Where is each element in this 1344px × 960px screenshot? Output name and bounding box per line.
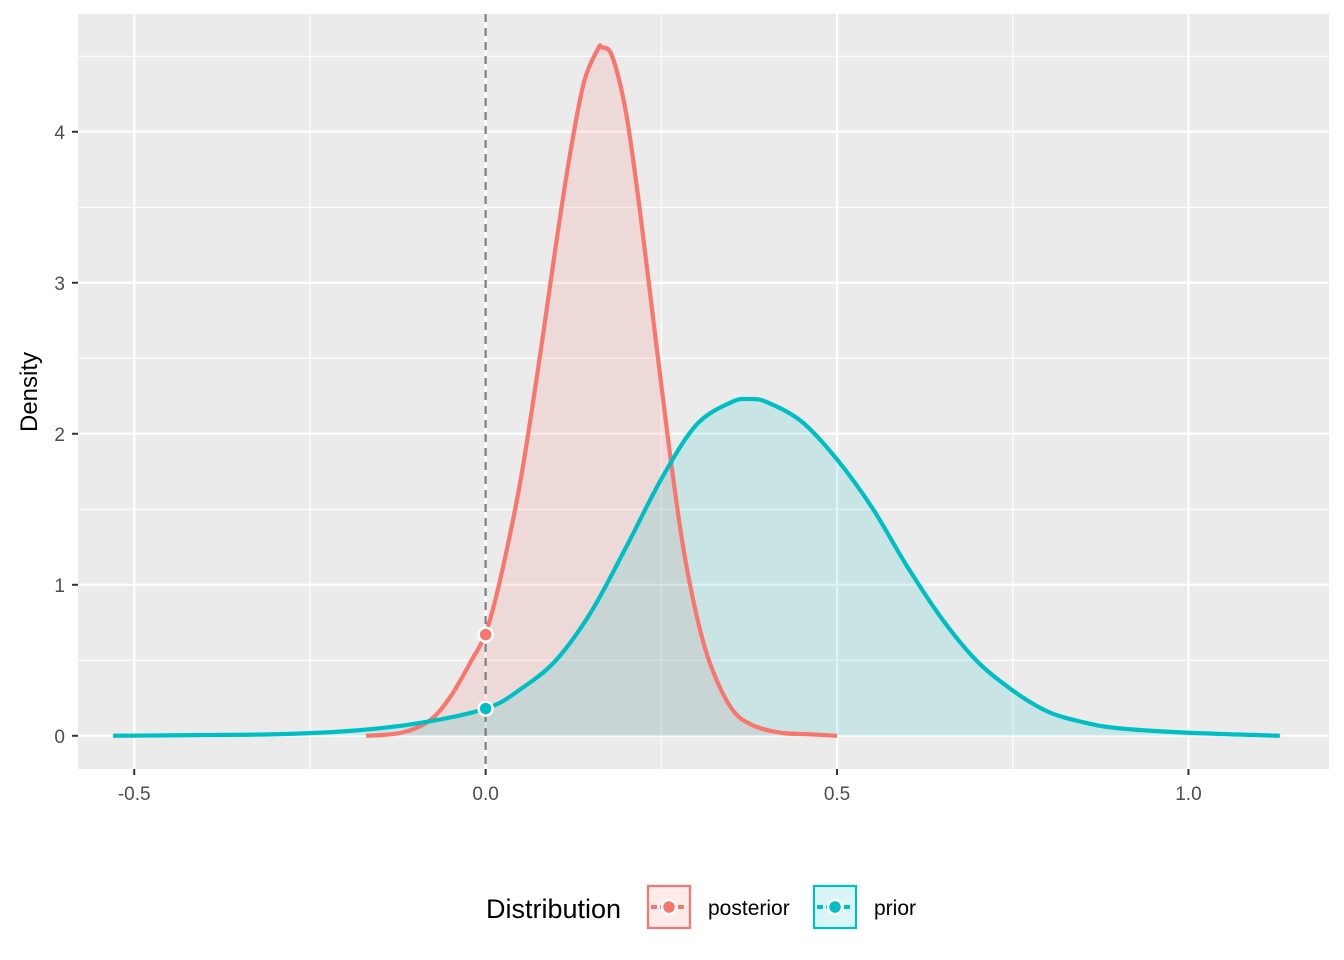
density-areas bbox=[113, 45, 1280, 736]
area-posterior bbox=[366, 45, 838, 736]
x-tick-label: 0.5 bbox=[824, 784, 850, 805]
legend-key-point-prior bbox=[826, 898, 844, 916]
legend-title: Distribution bbox=[486, 894, 621, 924]
legend-label-prior: prior bbox=[874, 897, 916, 920]
legend: Distribution posterior prior bbox=[486, 884, 916, 930]
y-tick-label: 3 bbox=[54, 274, 65, 295]
x-tick-label: 1.0 bbox=[1175, 784, 1201, 805]
zero-points bbox=[477, 626, 494, 717]
legend-key-point-posterior bbox=[660, 898, 678, 916]
area-prior bbox=[113, 398, 1280, 736]
x-tick-label: 0.0 bbox=[472, 784, 498, 805]
legend-label-posterior: posterior bbox=[708, 897, 790, 920]
point-prior bbox=[477, 700, 494, 717]
y-tick-label: 2 bbox=[54, 425, 65, 446]
y-tick-label: 0 bbox=[54, 727, 65, 748]
x-axis: -0.5 0.0 0.5 1.0 bbox=[118, 769, 1202, 805]
legend-entry-prior: prior bbox=[812, 884, 916, 930]
y-tick-label: 1 bbox=[54, 576, 65, 597]
y-axis-title: Density bbox=[16, 352, 43, 432]
line-prior bbox=[113, 396, 1280, 738]
grid-major bbox=[78, 14, 1329, 769]
y-tick-label: 4 bbox=[54, 123, 65, 144]
x-tick-label: -0.5 bbox=[118, 784, 151, 805]
point-posterior bbox=[477, 626, 494, 643]
y-axis: 0 1 2 3 4 bbox=[54, 123, 78, 748]
legend-entry-posterior: posterior bbox=[646, 884, 790, 930]
